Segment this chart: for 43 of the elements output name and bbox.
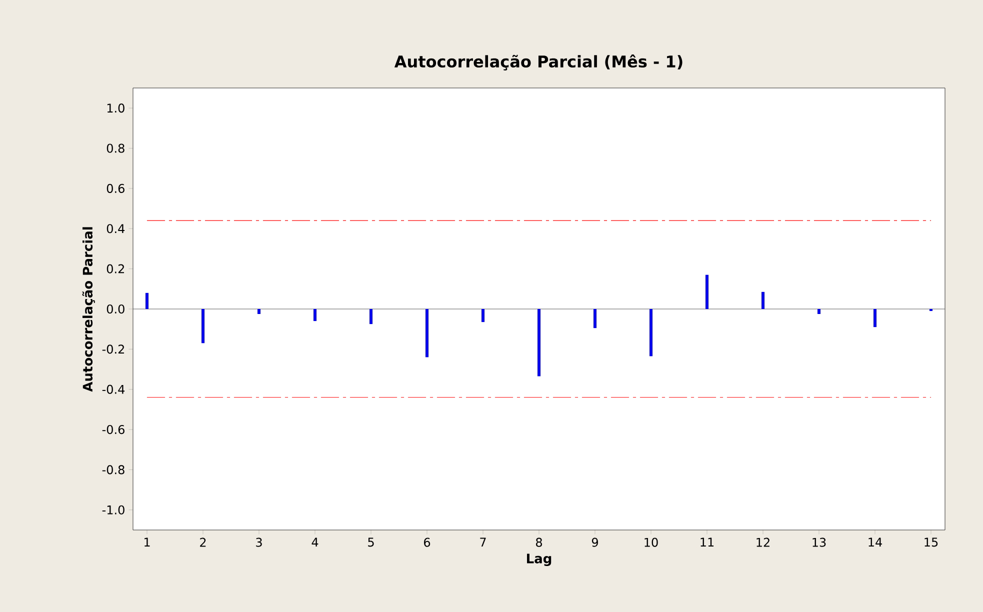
x-tick-label: 4	[312, 538, 318, 547]
bar	[538, 308, 541, 376]
bar	[146, 292, 149, 309]
x-tick-label: 13	[812, 538, 826, 547]
y-tick-label: -0.6	[102, 424, 124, 434]
x-tick-label: 11	[700, 538, 714, 547]
x-tick-label: 14	[868, 538, 882, 547]
x-tick-label: 15	[924, 538, 938, 547]
y-tick-label: 0.6	[106, 184, 124, 193]
x-tick-label: 9	[592, 538, 598, 547]
y-tick-label: 0.0	[106, 304, 124, 314]
bar	[202, 308, 205, 344]
bar	[650, 308, 653, 356]
x-tick-label: 10	[644, 538, 658, 547]
bar	[258, 308, 261, 314]
x-tick-label: 5	[368, 538, 374, 547]
bar	[818, 308, 821, 314]
x-axis-title: Lag	[527, 554, 552, 566]
bar	[874, 308, 877, 328]
x-tick-label: 8	[536, 538, 542, 547]
bar	[370, 308, 373, 324]
y-tick-label: -0.8	[102, 465, 124, 474]
x-tick-label: 12	[756, 538, 770, 547]
y-tick-label: 0.8	[106, 144, 124, 153]
bar	[426, 308, 429, 358]
x-tick-label: 1	[144, 538, 150, 547]
y-tick-label: -0.2	[102, 344, 124, 354]
x-tick-label: 3	[256, 538, 262, 547]
y-tick-label: -1.0	[102, 505, 124, 514]
y-tick-label: 1.0	[107, 104, 124, 113]
y-tick-label: 0.2	[106, 264, 124, 274]
bar	[482, 308, 485, 322]
bar	[594, 308, 597, 328]
bar	[314, 308, 317, 322]
y-tick-label: 0.4	[106, 224, 125, 234]
chart-title: Autocorrelação Parcial (Mês - 1)	[394, 54, 682, 70]
x-tick-label: 6	[424, 538, 430, 547]
y-tick-label: -0.4	[102, 384, 125, 394]
y-axis-title: Autocorrelação Parcial	[82, 227, 95, 392]
bar	[762, 292, 764, 309]
x-tick-label: 2	[200, 538, 206, 547]
bar	[706, 274, 709, 309]
x-tick-label: 7	[480, 538, 486, 547]
